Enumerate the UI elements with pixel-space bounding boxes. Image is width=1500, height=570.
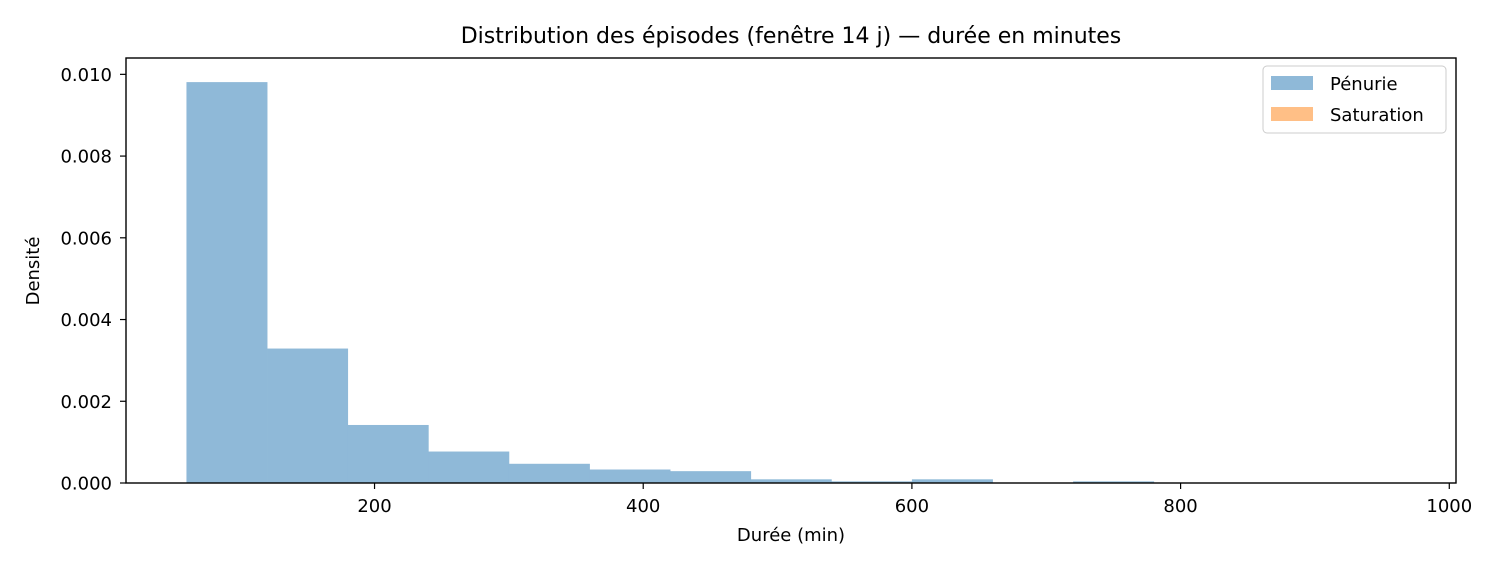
legend-swatch-saturation [1271,107,1313,121]
plot-frame [125,57,1457,484]
y-axis-ticks: 0.000 0.002 0.004 0.006 0.008 0.010 [60,65,126,495]
chart-title: Distribution des épisodes (fenêtre 14 j)… [461,24,1122,49]
bars-group [186,82,1155,484]
x-tick-label: 400 [626,496,660,517]
x-tick-label: 600 [895,496,929,517]
y-tick-label: 0.000 [60,474,112,495]
histogram-bar-penurie-0 [186,82,268,484]
histogram-bar-penurie-6 [670,471,752,483]
histogram-bar-penurie-11 [1073,481,1155,483]
y-axis-label: Densité [23,237,44,306]
x-tick-label: 200 [357,496,391,517]
histogram-bar-penurie-1 [267,348,349,483]
histogram-bar-penurie-7 [750,479,832,483]
y-tick-label: 0.002 [60,392,112,413]
legend-swatch-penurie [1271,76,1313,90]
y-tick-label: 0.004 [60,310,112,331]
x-axis-label: Durée (min) [737,525,845,546]
legend: Pénurie Saturation [1262,65,1447,134]
x-tick-label: 1000 [1426,496,1472,517]
histogram-bar-penurie-3 [428,451,510,483]
histogram-bar-penurie-8 [831,481,913,483]
histogram-bar-penurie-4 [508,463,590,483]
histogram-bar-penurie-9 [911,479,993,483]
histogram-bar-penurie-2 [347,424,429,483]
legend-label-penurie: Pénurie [1330,74,1398,95]
y-tick-label: 0.010 [60,65,112,86]
x-axis-ticks: 200 400 600 800 1000 [357,483,1472,517]
legend-label-saturation: Saturation [1330,105,1424,126]
y-tick-label: 0.008 [60,147,112,168]
histogram-bar-penurie-5 [589,469,671,483]
y-tick-label: 0.006 [60,228,112,249]
x-tick-label: 800 [1163,496,1197,517]
